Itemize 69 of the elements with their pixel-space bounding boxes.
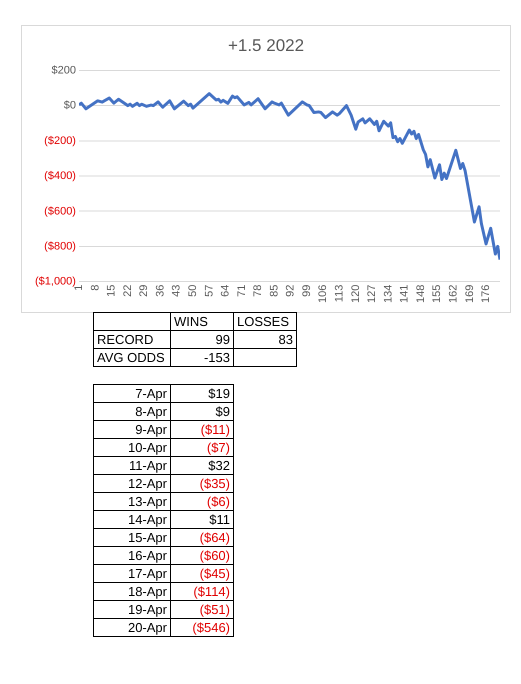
text: 15-Apr xyxy=(94,528,170,546)
x-tick-label: 85 xyxy=(268,284,280,297)
text: LOSSES xyxy=(234,312,296,330)
chart-title: +1.5 2022 xyxy=(228,36,304,55)
text: 16-Apr xyxy=(94,546,170,564)
x-tick-label: 78 xyxy=(252,284,264,297)
text: ($64) xyxy=(170,528,234,546)
text: 11-Apr xyxy=(94,456,170,474)
text: ($45) xyxy=(170,564,234,582)
text: WINS xyxy=(170,312,234,330)
x-tick-label: 8 xyxy=(89,284,102,291)
text: 20-Apr xyxy=(94,618,170,636)
text: 19-Apr xyxy=(94,600,170,618)
x-tick-label: 169 xyxy=(464,284,476,304)
text: ($60) xyxy=(170,546,234,564)
y-tick-label: $0 xyxy=(64,100,76,112)
x-tick-label: 148 xyxy=(414,284,427,304)
text: ($6) xyxy=(170,492,234,510)
text: 13-Apr xyxy=(94,492,170,510)
y-tick-label: ($1,000) xyxy=(34,276,76,288)
text: $32 xyxy=(170,456,234,474)
y-tick-label: ($400) xyxy=(44,170,76,182)
text: ($35) xyxy=(170,474,234,492)
x-tick-label: 106 xyxy=(317,284,330,304)
x-tick-label: 57 xyxy=(203,284,216,297)
text: 9-Apr xyxy=(94,420,170,438)
text: $19 xyxy=(170,384,234,402)
text: ($7) xyxy=(170,438,234,456)
text: ($51) xyxy=(170,600,234,618)
text: ($546) xyxy=(170,618,234,636)
text: ($11) xyxy=(170,420,234,438)
y-tick-label: ($800) xyxy=(44,240,76,252)
text: 14-Apr xyxy=(94,510,170,528)
text: RECORD xyxy=(94,330,170,348)
text: ($114) xyxy=(170,582,234,600)
x-tick-label: 36 xyxy=(154,284,166,297)
y-tick-label: ($200) xyxy=(44,134,76,147)
x-tick-label: 120 xyxy=(350,284,362,304)
x-tick-label: 134 xyxy=(382,284,394,304)
text: 8-Apr xyxy=(94,402,170,420)
text: $11 xyxy=(170,510,234,528)
text: 12-Apr xyxy=(94,474,170,492)
x-tick-label: 99 xyxy=(300,284,313,297)
x-tick-label: 43 xyxy=(170,284,183,297)
x-tick-label: 162 xyxy=(448,284,460,304)
x-tick-label: 22 xyxy=(122,284,134,297)
x-tick-label: 71 xyxy=(236,284,248,297)
x-tick-label: 141 xyxy=(398,284,411,304)
x-tick-label: 155 xyxy=(431,284,444,304)
x-tick-label: 29 xyxy=(138,284,150,297)
text: 17-Apr xyxy=(94,564,170,582)
text: 99 xyxy=(170,330,234,348)
text: 10-Apr xyxy=(94,438,170,456)
x-tick-label: 64 xyxy=(220,284,232,297)
x-tick-label: 50 xyxy=(186,284,199,297)
text: $9 xyxy=(170,402,234,420)
text: 7-Apr xyxy=(94,384,170,402)
text: AVG ODDS xyxy=(94,348,170,366)
x-tick-label: 15 xyxy=(106,284,118,297)
x-tick-label: 92 xyxy=(284,284,297,297)
x-tick-label: 176 xyxy=(480,284,492,304)
text: 18-Apr xyxy=(94,582,170,600)
text: 83 xyxy=(234,330,296,348)
x-tick-label: 113 xyxy=(334,284,346,302)
x-tick-label: 127 xyxy=(366,284,378,304)
y-tick-label: $200 xyxy=(51,64,76,76)
text: -153 xyxy=(170,348,234,366)
x-tick-label: 1 xyxy=(73,284,85,291)
y-tick-label: ($600) xyxy=(44,205,76,218)
